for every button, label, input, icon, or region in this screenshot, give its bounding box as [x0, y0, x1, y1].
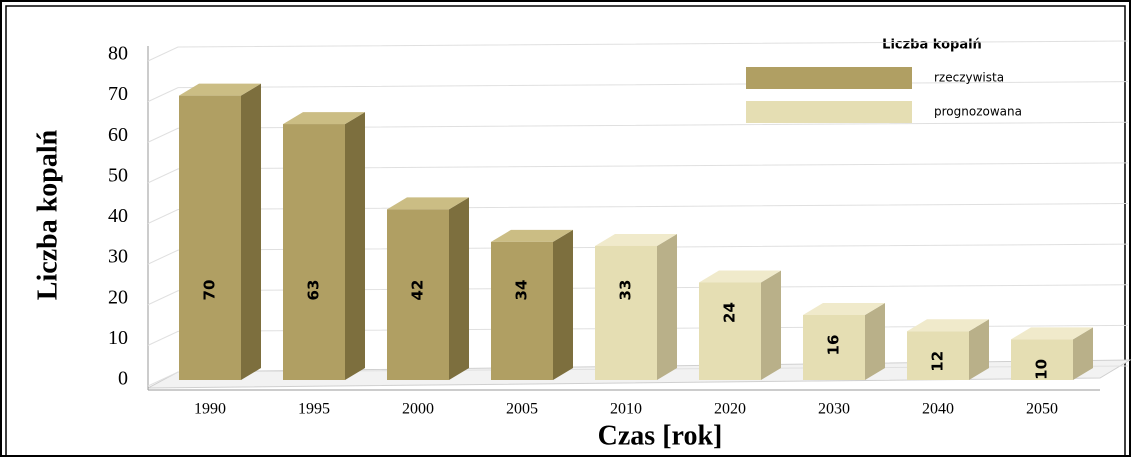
bar-value-label: 16	[825, 335, 843, 356]
grid-line	[147, 243, 1129, 265]
bar	[595, 245, 657, 380]
bar-top	[283, 112, 365, 125]
x-tick-label: 2005	[506, 401, 538, 418]
bar-side	[553, 229, 573, 380]
legend-swatch	[746, 101, 912, 123]
y-tick-label: 60	[108, 124, 128, 146]
bar	[1011, 339, 1073, 380]
bar-top	[491, 229, 573, 242]
y-tick-label: 0	[118, 368, 128, 390]
bar-side	[657, 233, 677, 380]
x-tick-label: 2020	[714, 401, 746, 418]
y-tick-label: 30	[108, 246, 128, 268]
grid-line	[147, 121, 1129, 143]
grid-line	[147, 284, 1129, 306]
bar	[803, 315, 865, 380]
bar	[699, 282, 761, 380]
bar-top	[1011, 327, 1093, 340]
bar-value-label: 42	[409, 280, 427, 301]
grid-line	[147, 203, 1129, 224]
x-tick-label: 2050	[1026, 401, 1058, 418]
bar-value-label: 33	[617, 280, 635, 301]
bar-side	[761, 270, 781, 380]
x-tick-label: 2000	[402, 401, 434, 418]
bar-side	[345, 112, 365, 380]
bar-value-label: 34	[513, 280, 531, 301]
bar-top	[595, 233, 677, 246]
bar-value-label: 24	[721, 302, 739, 323]
bar-side	[1073, 327, 1093, 380]
bar-top	[387, 197, 469, 210]
frame-inner	[5, 5, 1126, 457]
legend-swatch	[746, 67, 912, 89]
y-tick-label: 80	[108, 43, 128, 65]
y-tick-label: 70	[108, 83, 128, 105]
x-tick-label: 1995	[298, 401, 330, 418]
y-tick-label: 50	[108, 164, 128, 186]
x-tick-label: 1990	[194, 401, 226, 418]
bar	[907, 331, 969, 380]
bar-side	[969, 319, 989, 380]
bar-side	[241, 83, 261, 380]
bar	[283, 124, 345, 380]
bar-top	[803, 303, 885, 315]
y-axis-label: Liczba kopalń	[32, 129, 63, 300]
bar-top	[907, 319, 989, 332]
bar-value-label: 63	[305, 280, 323, 301]
y-tick-label: 20	[108, 286, 128, 308]
y-tick-label: 10	[108, 327, 128, 349]
grid-line	[147, 162, 1129, 184]
bar-value-label: 12	[929, 351, 947, 372]
legend-label: prognozowana	[934, 105, 1022, 119]
bar	[491, 241, 553, 380]
x-tick-label: 2030	[818, 401, 850, 418]
bar	[179, 95, 241, 380]
legend-title: Liczba kopalń	[882, 38, 982, 53]
bar-side	[449, 197, 469, 380]
x-tick-label: 2010	[610, 401, 642, 418]
grid-line	[147, 40, 1129, 62]
bar	[387, 209, 449, 380]
x-tick-label: 2040	[922, 401, 954, 418]
bar-side	[865, 303, 885, 380]
bar-value-label: 70	[201, 280, 219, 301]
legend-label: rzeczywista	[934, 71, 1004, 85]
bar-value-label: 10	[1033, 359, 1051, 380]
bar-top	[179, 83, 261, 96]
y-tick-label: 40	[108, 205, 128, 227]
bar-top	[699, 270, 781, 283]
x-axis-label: Czas [rok]	[598, 420, 723, 451]
